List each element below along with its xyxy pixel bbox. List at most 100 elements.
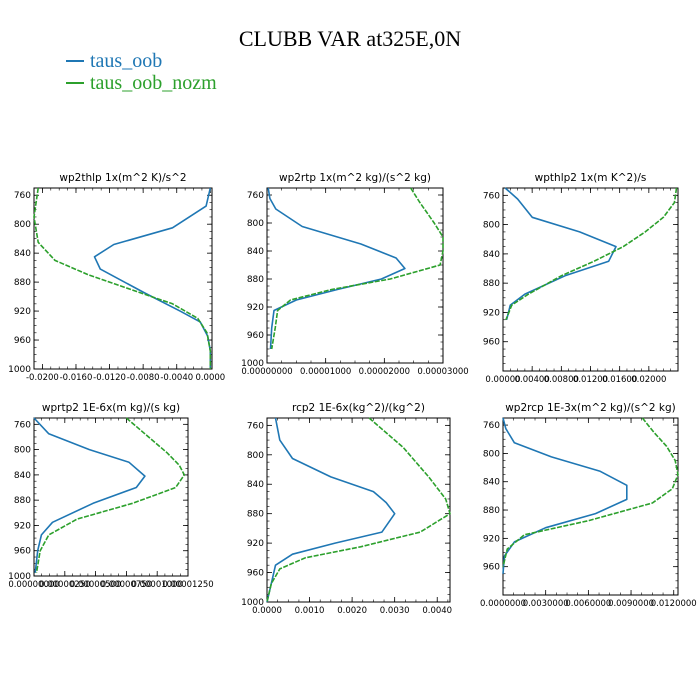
series-line-taus-oob [502, 417, 628, 574]
y-tick-label: 960 [14, 547, 31, 557]
y-tick-label: 800 [483, 221, 500, 231]
subplot-5: rcp2 1E-6x(kg^2)/(kg^2) 760 800 840 880 920 96… [241, 402, 452, 616]
series-line-taus-oob-nozm [35, 417, 186, 573]
x-tick-label: 0.0000 [252, 606, 282, 616]
series-line-taus-oob [267, 187, 406, 350]
y-tick-label: 760 [14, 191, 31, 201]
series-line-taus-oob-nozm [502, 417, 679, 567]
legend-label: taus_oob_nozm [90, 72, 217, 94]
page-title: CLUBB VAR at325E,0N [238, 26, 462, 51]
x-tick-label: 0.0040 [422, 606, 452, 616]
y-tick-label: 800 [14, 220, 31, 230]
y-tick-label: 840 [14, 249, 31, 259]
subplot-1: wp2thlp 1x(m^2 K)/s^2 760 800 840 880 920 960 1… [8, 172, 225, 383]
plot-frame [502, 187, 679, 372]
series-line-taus-oob [504, 187, 617, 320]
y-tick-label: 840 [247, 247, 264, 257]
subplot-title: wp2rtp 1x(m^2 kg)/(s^2 kg) [279, 172, 431, 184]
y-tick-label: 840 [14, 471, 31, 481]
y-tick-label: 760 [483, 421, 500, 431]
x-tick-label: 0.00800 [544, 375, 579, 385]
subplot-title: wprtp2 1E-6x(m kg)/(s kg) [42, 402, 180, 414]
y-tick-label: 920 [14, 307, 31, 317]
y-tick-label: 760 [247, 421, 264, 431]
x-tick-label: 0.0030 [380, 606, 410, 616]
y-tick-label: 1000 [241, 359, 264, 369]
y-tick-label: 840 [483, 478, 500, 488]
x-tick-label: 0.01600 [602, 375, 637, 385]
x-tick-label: 0.00000000 [241, 367, 292, 377]
series-line-taus-oob-nozm [266, 417, 451, 603]
x-tick-label: 0.02000 [631, 375, 666, 385]
series-line-taus-oob [266, 417, 396, 603]
subplot-4: wprtp2 1E-6x(m kg)/(s kg) 760 800 840 880 920… [8, 402, 214, 590]
y-tick-label: 960 [14, 336, 31, 346]
y-tick-label: 800 [14, 446, 31, 456]
plot-frame [266, 417, 451, 603]
subplot-3: wpthlp2 1x(m K^2)/s 760 800 840 880 920 960 0.0… [483, 172, 679, 385]
x-tick-label: 0.00000500 [70, 580, 121, 590]
y-tick-label: 880 [483, 279, 500, 289]
series-line-taus-oob [33, 417, 146, 573]
x-tick-label: 0.00400 [515, 375, 550, 385]
x-tick-label: 0.0010 [295, 606, 325, 616]
y-tick-label: 800 [247, 451, 264, 461]
x-tick-label: 0.0020 [337, 606, 367, 616]
x-tick-label: 0.0030000 [523, 599, 569, 609]
y-tick-label: 1000 [241, 598, 264, 608]
x-tick-label: -0.0160 [60, 373, 93, 383]
y-tick-label: 840 [247, 480, 264, 490]
x-tick-label: 0.00002000 [359, 367, 410, 377]
x-tick-label: -0.0080 [127, 373, 160, 383]
x-tick-label: 0.00001000 [132, 580, 183, 590]
x-tick-label: 0.00000000 [8, 580, 59, 590]
subplot-6: wp2rcp 1E-3x(m^2 kg)/(s^2 kg) 760 800 840 88… [480, 402, 697, 609]
x-tick-label: -0.0040 [160, 373, 193, 383]
y-tick-label: 920 [247, 303, 264, 313]
y-tick-label: 960 [483, 338, 500, 348]
legend: taus_oob taus_oob_nozm [66, 50, 217, 94]
y-tick-label: 920 [483, 308, 500, 318]
subplot-2: wp2rtp 1x(m^2 kg)/(s^2 kg) 760 800 840 880 92… [241, 172, 469, 377]
x-tick-label: 0.00001000 [300, 367, 351, 377]
series-line-taus-oob-nozm [33, 187, 212, 369]
legend-line-swatch [66, 60, 84, 62]
legend-item: taus_oob_nozm [66, 72, 217, 94]
x-tick-label: 0.0000000 [480, 599, 526, 609]
y-tick-label: 960 [483, 563, 500, 573]
x-tick-label: 0.00003000 [417, 367, 468, 377]
y-tick-label: 800 [247, 219, 264, 229]
legend-label: taus_oob [90, 50, 163, 72]
y-tick-label: 920 [14, 521, 31, 531]
y-tick-label: 800 [483, 449, 500, 459]
y-tick-label: 880 [247, 510, 264, 520]
subplot-title: rcp2 1E-6x(kg^2)/(kg^2) [292, 402, 425, 414]
x-tick-label: 0.0060000 [565, 599, 611, 609]
series-line-taus-oob [93, 187, 212, 369]
legend-item: taus_oob [66, 50, 217, 72]
y-tick-label: 1000 [8, 572, 31, 582]
x-tick-label: 0.01200 [573, 375, 608, 385]
legend-line-swatch [66, 82, 84, 84]
plot-frame [266, 187, 444, 364]
y-tick-label: 880 [14, 278, 31, 288]
y-tick-label: 840 [483, 250, 500, 260]
y-tick-label: 880 [483, 506, 500, 516]
x-tick-label: 0.00000750 [101, 580, 152, 590]
x-tick-label: 0.00001250 [162, 580, 213, 590]
y-tick-label: 1000 [8, 365, 31, 375]
series-line-taus-oob-nozm [505, 187, 678, 321]
subplot-title: wp2thlp 1x(m^2 K)/s^2 [59, 172, 186, 184]
y-tick-label: 760 [14, 420, 31, 430]
plot-frame [502, 417, 679, 596]
x-tick-label: 0.00000250 [39, 580, 90, 590]
subplot-title: wp2rcp 1E-3x(m^2 kg)/(s^2 kg) [505, 402, 676, 414]
subplot-title: wpthlp2 1x(m K^2)/s [535, 172, 647, 184]
y-tick-label: 920 [483, 534, 500, 544]
y-tick-label: 880 [14, 496, 31, 506]
x-tick-label: -0.0200 [26, 373, 59, 383]
y-tick-label: 760 [247, 191, 264, 201]
x-tick-label: 0.0090000 [608, 599, 654, 609]
y-tick-label: 960 [247, 569, 264, 579]
